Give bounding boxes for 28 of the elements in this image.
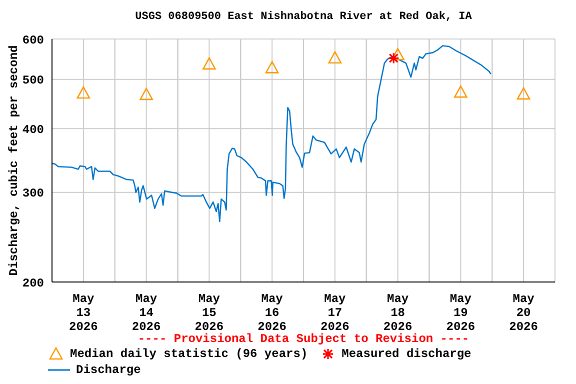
point <box>76 86 90 99</box>
point <box>202 57 216 70</box>
point <box>328 51 342 64</box>
x-tick-label: May 20 2026 <box>509 292 538 334</box>
chart-title: USGS 06809500 East Nishnabotna River at Red Oak, IA <box>134 11 473 23</box>
y-tick-label: 300 <box>22 186 44 201</box>
x-tick-label: May 13 2026 <box>69 292 98 334</box>
x-tick-label: May 19 2026 <box>446 292 476 334</box>
legend-label: Median daily statistic (96 years) <box>70 347 308 361</box>
point <box>516 87 530 100</box>
y-tick-label: 200 <box>22 276 44 290</box>
x-tick-label: May 16 2026 <box>258 292 286 334</box>
point <box>454 85 468 98</box>
x-tick-label: May 18 2026 <box>383 292 412 334</box>
legend-label: Measured discharge <box>342 347 472 361</box>
line-series <box>52 45 492 222</box>
point <box>265 61 279 74</box>
text: ---- Provisional Data Subject to Revision ---- <box>138 332 470 346</box>
y-tick-label: 500 <box>22 74 44 88</box>
point <box>391 48 404 60</box>
y-tick-label: 400 <box>22 122 44 137</box>
y-tick-label: 600 <box>22 33 44 48</box>
point <box>140 88 153 100</box>
x-tick-label: May 14 2026 <box>132 292 161 334</box>
legend-label: Discharge <box>76 363 141 377</box>
x-tick-label: May 15 2026 <box>194 292 224 334</box>
x-tick-label: May 17 2026 <box>320 292 350 334</box>
y-axis-title: Discharge, cubic feet per second <box>7 45 21 276</box>
